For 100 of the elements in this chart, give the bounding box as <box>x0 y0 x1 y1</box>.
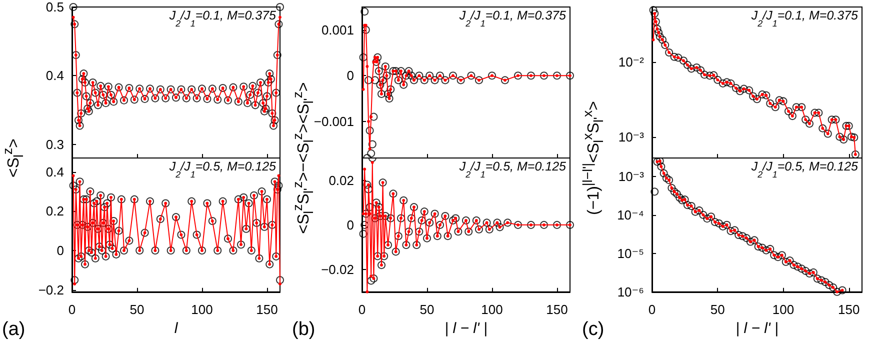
point <box>384 241 392 249</box>
point <box>514 220 522 229</box>
point <box>782 258 790 266</box>
y-tick-label: 0 <box>56 243 64 258</box>
point <box>661 41 670 50</box>
point <box>366 126 374 135</box>
point <box>378 178 387 187</box>
point <box>691 208 700 216</box>
point <box>699 210 708 219</box>
point <box>762 246 770 254</box>
point <box>380 252 388 260</box>
point <box>711 218 719 226</box>
point <box>430 210 439 218</box>
point <box>770 251 778 260</box>
point <box>394 232 402 240</box>
point <box>410 76 418 84</box>
point <box>386 214 395 222</box>
point <box>758 90 766 98</box>
point <box>366 64 369 68</box>
point <box>745 86 754 94</box>
point <box>714 76 722 84</box>
point <box>817 276 826 284</box>
point <box>366 290 369 294</box>
point <box>364 185 372 194</box>
point <box>381 212 390 220</box>
point <box>813 274 822 283</box>
point <box>726 79 735 88</box>
x-tick-label: 0 <box>68 302 76 318</box>
point <box>372 198 380 207</box>
point <box>657 162 666 171</box>
y-tick-label: 0.001 <box>321 22 354 38</box>
point <box>828 116 836 124</box>
point <box>749 92 758 100</box>
x-tick-label: 50 <box>420 302 434 318</box>
x-tick-label: 100 <box>481 302 503 318</box>
point <box>836 132 844 141</box>
point <box>656 32 664 41</box>
point <box>553 72 561 80</box>
point <box>392 67 400 76</box>
point <box>670 188 678 196</box>
point <box>798 264 806 273</box>
point <box>371 214 379 222</box>
point <box>806 120 814 128</box>
point <box>687 202 696 210</box>
point <box>464 228 473 236</box>
y-tick-label: 0 <box>346 68 354 84</box>
point <box>660 169 668 178</box>
y-tick-label: 10⁻³ <box>618 168 645 184</box>
point <box>806 269 814 278</box>
y-tick-label: 10⁻⁶ <box>617 284 644 300</box>
point <box>730 226 739 234</box>
point <box>370 78 374 82</box>
point <box>850 133 858 142</box>
point <box>378 76 387 84</box>
point <box>436 72 444 80</box>
point <box>821 278 830 286</box>
point <box>384 90 392 98</box>
point <box>750 236 758 244</box>
point <box>810 108 819 117</box>
point <box>385 94 394 103</box>
point <box>367 149 376 158</box>
y-tick-label: −0.001 <box>314 114 354 129</box>
x-tick-label: 100 <box>772 302 794 318</box>
y-tick-label: −0.02 <box>321 262 354 278</box>
point <box>389 190 398 198</box>
point <box>784 107 792 116</box>
point <box>771 103 780 112</box>
point <box>374 203 383 212</box>
point <box>848 132 856 141</box>
point <box>441 76 450 84</box>
point <box>360 8 369 16</box>
point <box>553 220 561 229</box>
point <box>683 201 692 210</box>
x-tick-label: 150 <box>546 302 568 318</box>
y-tick-label: 0.2 <box>46 204 64 219</box>
point <box>374 67 383 76</box>
point <box>540 220 548 229</box>
point <box>696 66 705 74</box>
point <box>809 268 818 276</box>
point <box>475 225 483 234</box>
point <box>818 124 827 132</box>
y-tick-label: −0.2 <box>38 282 64 298</box>
point <box>766 99 774 108</box>
point <box>485 225 494 234</box>
point <box>444 232 452 240</box>
point <box>665 176 674 184</box>
y-tick-label: 0.02 <box>328 172 354 188</box>
point <box>674 54 682 62</box>
point <box>732 84 740 92</box>
point <box>738 232 747 240</box>
point <box>726 227 735 236</box>
point <box>400 196 408 204</box>
point <box>482 218 491 227</box>
point <box>788 112 796 120</box>
point <box>665 48 674 56</box>
point <box>368 147 372 150</box>
point <box>653 24 662 33</box>
point <box>359 53 368 62</box>
point <box>410 203 418 212</box>
point <box>363 168 366 171</box>
